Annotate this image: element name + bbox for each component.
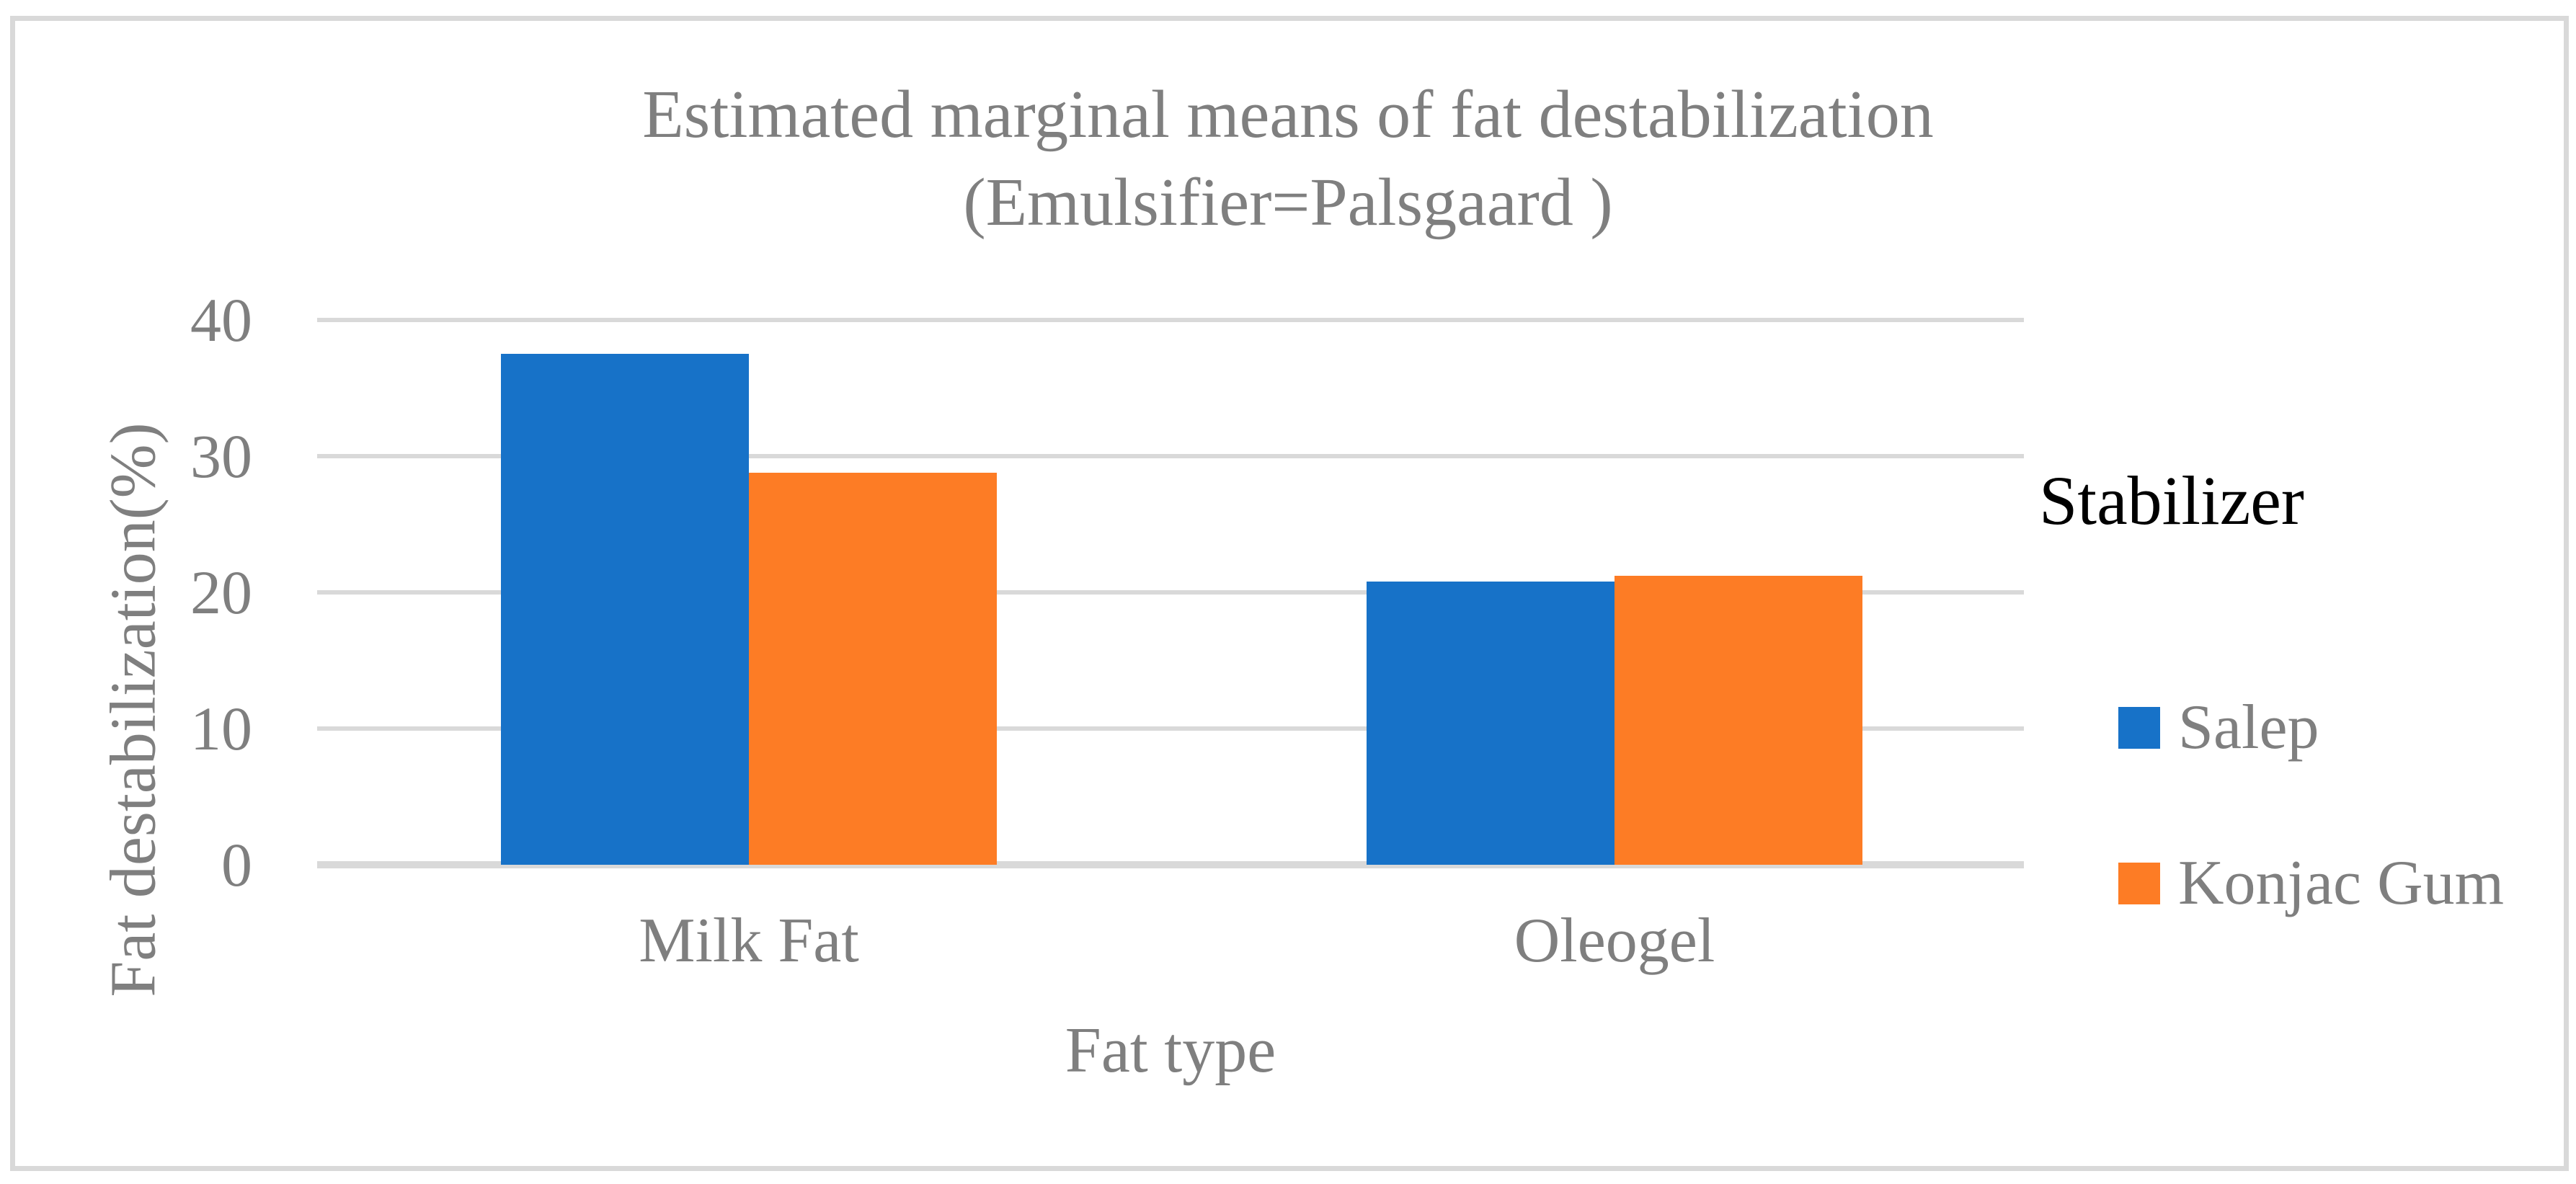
y-tick-label-10: 10 [190,694,252,763]
chart-title-block: Estimated marginal means of fat destabil… [0,71,2576,246]
legend-label-salep: Salep [2178,693,2319,762]
bar-salep-milk-fat [501,354,749,865]
legend-label-konjac-gum: Konjac Gum [2178,848,2505,918]
bar-salep-oleogel [1367,582,1615,865]
legend-swatch-salep [2118,707,2160,749]
gridline-30 [317,454,2024,458]
y-tick-label-40: 40 [190,285,252,355]
legend-title: Stabilizer [2039,462,2304,539]
chart-subtitle: (Emulsifier=Palsgaard ) [963,165,1613,240]
legend-item-salep: Salep [2118,693,2319,762]
bar-konjac-gum-milk-fat [749,473,997,865]
x-category-label-oleogel: Oleogel [1514,906,1715,976]
gridline-10 [317,726,2024,731]
bar-konjac-gum-oleogel [1615,576,1862,865]
legend-swatch-konjac-gum [2118,863,2160,904]
y-tick-label-20: 20 [190,558,252,627]
x-axis-line [317,861,2024,868]
legend: Stabilizer Salep Konjac Gum [2039,461,2558,980]
gridline-40 [317,318,2024,322]
y-tick-label-0: 0 [221,830,252,899]
x-category-label-milk-fat: Milk Fat [639,906,859,976]
legend-item-konjac-gum: Konjac Gum [2118,849,2504,918]
x-axis-title: Fat type [1065,1015,1276,1086]
chart-border [10,16,2569,1171]
gridline-20 [317,590,2024,595]
chart-title: Estimated marginal means of fat destabil… [642,77,1934,152]
plot-area [317,318,2024,868]
y-tick-label-30: 30 [190,422,252,491]
